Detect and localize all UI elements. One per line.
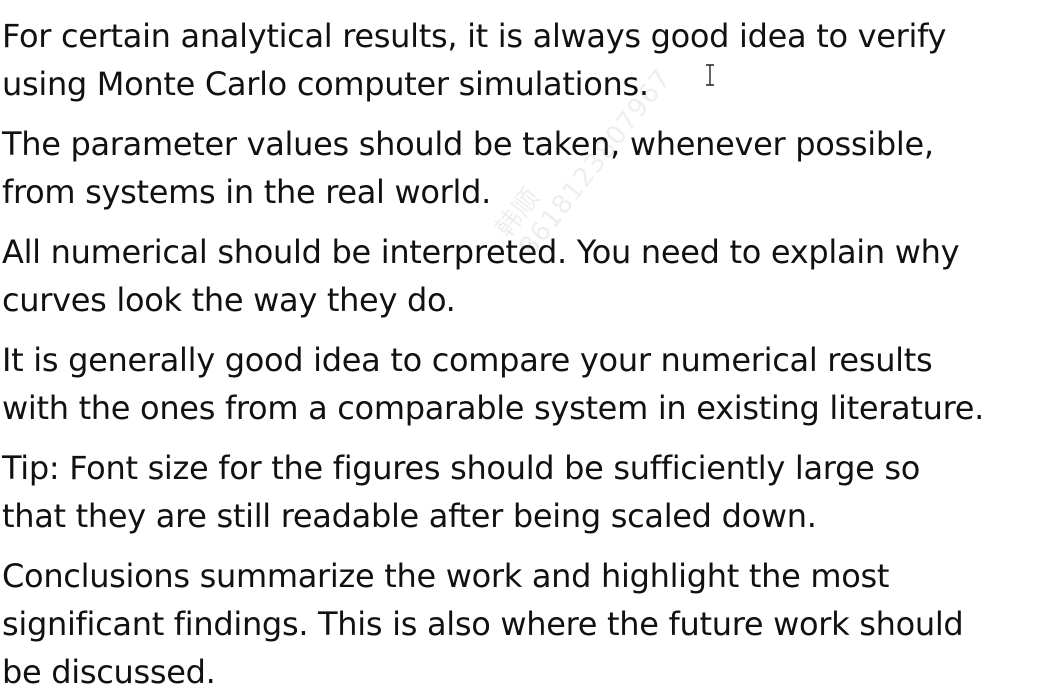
text-cursor-icon [704, 64, 716, 86]
text-line: It is generally good idea to compare you… [2, 341, 933, 379]
text-line: Tip: Font size for the figures should be… [2, 449, 921, 487]
paragraph-parameter-values: The parameter values should be taken, wh… [2, 120, 1032, 216]
text-line: that they are still readable after being… [2, 497, 817, 535]
text-line: Conclusions summarize the work and highl… [2, 557, 890, 595]
text-line: significant findings. This is also where… [2, 605, 964, 643]
text-line: be discussed. [2, 653, 216, 691]
text-line: using Monte Carlo computer simulations. [2, 65, 649, 103]
paragraph-font-size-tip: Tip: Font size for the figures should be… [2, 444, 1032, 540]
paragraph-compare-literature: It is generally good idea to compare you… [2, 336, 1032, 432]
text-line: curves look the way they do. [2, 281, 456, 319]
slide-body: For certain analytical results, it is al… [2, 12, 1032, 697]
text-line: with the ones from a comparable system i… [2, 389, 985, 427]
text-line: The parameter values should be taken, wh… [2, 125, 934, 163]
text-line: All numerical should be interpreted. You… [2, 233, 960, 271]
paragraph-conclusions: Conclusions summarize the work and highl… [2, 552, 1032, 696]
paragraph-interpretation: All numerical should be interpreted. You… [2, 228, 1032, 324]
text-line: For certain analytical results, it is al… [2, 17, 947, 55]
text-line: from systems in the real world. [2, 173, 491, 211]
paragraph-monte-carlo: For certain analytical results, it is al… [2, 12, 1032, 108]
